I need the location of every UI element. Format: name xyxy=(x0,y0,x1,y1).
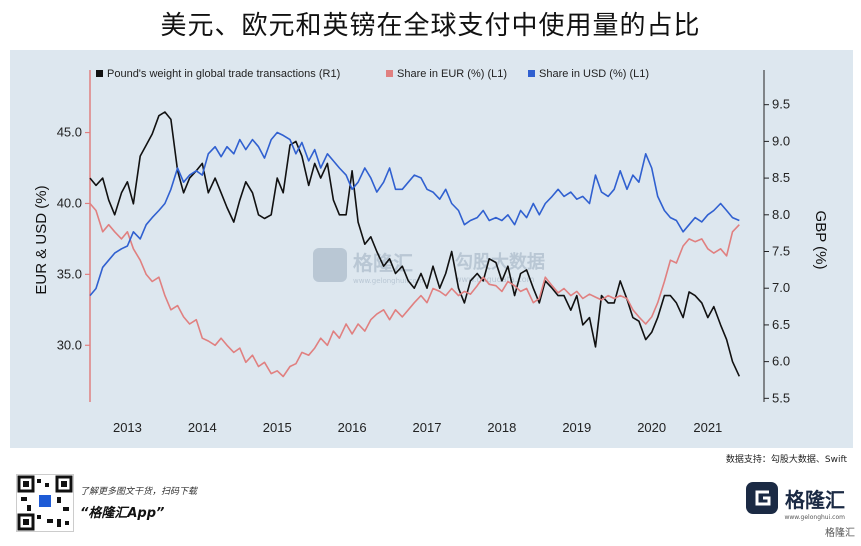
brand: 格隆汇 www.gelonghui.com xyxy=(745,480,845,521)
watermark: 格隆汇 www.gelonghui.com 勾股大数据 www.gugudata… xyxy=(313,248,545,285)
brand-name: 格隆汇 xyxy=(785,487,845,512)
source-note: 数据支持：勾股大数据、Swift xyxy=(725,455,847,465)
y-left-tick-label: 40.0 xyxy=(57,195,82,210)
y-right-tick-label: 5.5 xyxy=(772,390,790,405)
brand-url: www.gelonghui.com xyxy=(784,514,845,521)
x-tick-label: 2018 xyxy=(487,420,516,435)
watermark-url: www.gelonghui.com xyxy=(353,277,424,285)
x-tick-label: 2019 xyxy=(562,420,591,435)
y-left-tick-label: 30.0 xyxy=(57,337,82,352)
legend-label-0: Pound's weight in global trade transacti… xyxy=(107,68,340,80)
x-tick-label: 2015 xyxy=(263,420,292,435)
y-right-tick-label: 9.5 xyxy=(772,97,790,112)
corner-brand: 格隆汇 xyxy=(825,528,855,539)
legend-swatch-2 xyxy=(528,70,535,77)
legend: Pound's weight in global trade transacti… xyxy=(96,68,649,80)
y-right-tick-label: 9.0 xyxy=(772,133,790,148)
x-tick-label: 2020 xyxy=(637,420,666,435)
chart-title: 美元、欧元和英镑在全球支付中使用量的占比 xyxy=(160,11,701,41)
brand-logo-icon xyxy=(746,482,778,514)
watermark-logo-icon xyxy=(313,248,347,282)
x-tick-label: 2013 xyxy=(113,420,142,435)
qr-code-icon[interactable] xyxy=(16,474,74,532)
chart-panel: 格隆汇 www.gelonghui.com 勾股大数据 www.gugudata… xyxy=(10,50,853,448)
legend-label-1: Share in EUR (%) (L1) xyxy=(397,68,507,80)
x-tick-label: 2016 xyxy=(338,420,367,435)
y-left-tick-label: 45.0 xyxy=(57,125,82,140)
y-right-tick-label: 6.5 xyxy=(772,317,790,332)
watermark-name-2: 勾股大数据 xyxy=(455,251,545,273)
y-right-tick-label: 8.5 xyxy=(772,170,790,185)
chart-svg: 格隆汇 www.gelonghui.com 勾股大数据 www.gugudata… xyxy=(33,68,829,435)
legend-label-2: Share in USD (%) (L1) xyxy=(539,68,649,80)
footer: 了解更多图文干货，扫码下载 “格隆汇App” 格隆汇 www.gelonghui… xyxy=(0,466,861,546)
watermark-url-2: www.gugudata.com xyxy=(455,275,535,284)
y-axis-right-title: GBP (%) xyxy=(812,211,829,270)
footer-app-name: “格隆汇App” xyxy=(80,506,165,521)
legend-swatch-1 xyxy=(386,70,393,77)
series-line-0 xyxy=(89,111,741,377)
x-tick-label: 2014 xyxy=(188,420,217,435)
x-tick-label: 2017 xyxy=(413,420,442,435)
footer-subtitle: 了解更多图文干货，扫码下载 xyxy=(80,487,198,497)
series-line-2 xyxy=(89,131,740,297)
y-axis-left-title: EUR & USD (%) xyxy=(33,185,50,294)
x-tick-label: 2021 xyxy=(693,420,722,435)
y-right-tick-label: 7.0 xyxy=(772,280,790,295)
legend-swatch-0 xyxy=(96,70,103,77)
y-left-tick-label: 35.0 xyxy=(57,266,82,281)
y-right-tick-label: 8.0 xyxy=(772,207,790,222)
series-line-1 xyxy=(89,202,740,378)
y-right-tick-label: 6.0 xyxy=(772,354,790,369)
y-right-tick-label: 7.5 xyxy=(772,244,790,259)
